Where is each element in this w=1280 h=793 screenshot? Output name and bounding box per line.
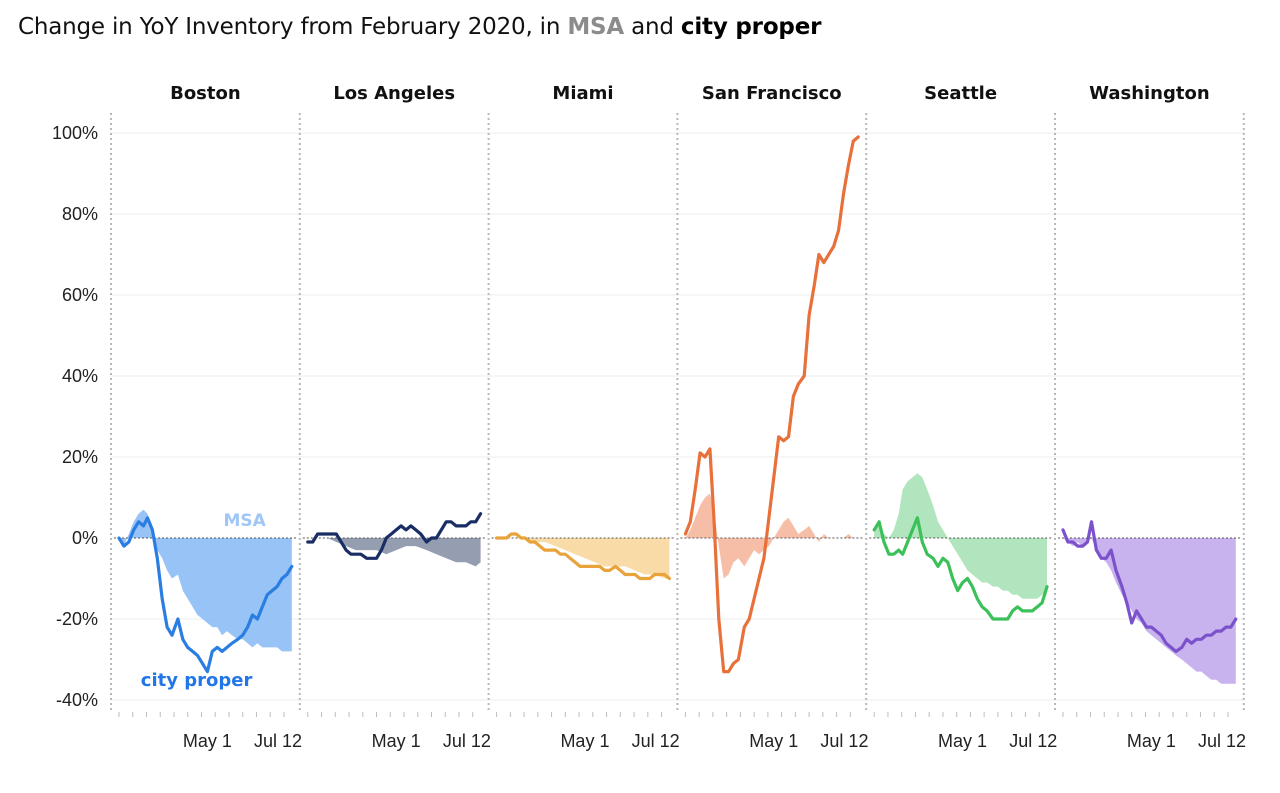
y-tick-label: 0%	[72, 528, 98, 548]
y-tick-label: 100%	[52, 123, 98, 143]
city-proper-annotation: city proper	[141, 670, 253, 691]
x-tick-label: Jul 12	[254, 731, 302, 751]
panel-title: Boston	[170, 83, 241, 104]
panel-title: San Francisco	[702, 83, 842, 104]
panel-title: Seattle	[924, 83, 997, 104]
y-tick-label: 60%	[62, 285, 98, 305]
x-tick-label: Jul 12	[632, 731, 680, 751]
y-tick-label: 40%	[62, 366, 98, 386]
x-tick-label: Jul 12	[443, 731, 491, 751]
x-tick-label: Jul 12	[1009, 731, 1057, 751]
city-proper-line	[117, 516, 294, 674]
chart-title-msa: MSA	[567, 14, 624, 40]
city-proper-line	[872, 516, 1049, 621]
x-tick-label: May 1	[183, 731, 232, 751]
chart-title-prefix: Change in YoY Inventory from February 20…	[18, 14, 568, 40]
y-tick-label: 20%	[62, 447, 98, 467]
city-proper-line	[683, 135, 860, 674]
x-tick-label: May 1	[938, 731, 987, 751]
panel-title: Washington	[1089, 83, 1210, 104]
msa-area	[307, 538, 481, 567]
city-proper-line	[306, 512, 483, 560]
x-tick-label: May 1	[749, 731, 798, 751]
y-tick-label: 80%	[62, 204, 98, 224]
msa-area	[1063, 538, 1236, 684]
city-proper-line	[1061, 520, 1238, 653]
chart-title-city: city proper	[680, 14, 822, 40]
x-tick-label: May 1	[560, 731, 609, 751]
x-tick-label: May 1	[372, 731, 421, 751]
city-proper-line	[495, 532, 671, 581]
y-tick-label: -40%	[56, 690, 98, 710]
msa-area	[119, 509, 292, 652]
x-tick-label: Jul 12	[1198, 731, 1246, 751]
msa-area	[496, 538, 670, 579]
msa-area	[685, 493, 859, 579]
panel-title: Miami	[552, 83, 613, 104]
x-tick-label: May 1	[1127, 731, 1176, 751]
x-tick-label: Jul 12	[820, 731, 868, 751]
chart-title-middle: and	[624, 14, 681, 40]
msa-annotation: MSA	[224, 511, 267, 531]
y-tick-label: -20%	[56, 609, 98, 629]
chart-title: Change in YoY Inventory from February 20…	[18, 14, 821, 40]
panel-title: Los Angeles	[333, 83, 455, 104]
msa-area	[874, 473, 1047, 599]
